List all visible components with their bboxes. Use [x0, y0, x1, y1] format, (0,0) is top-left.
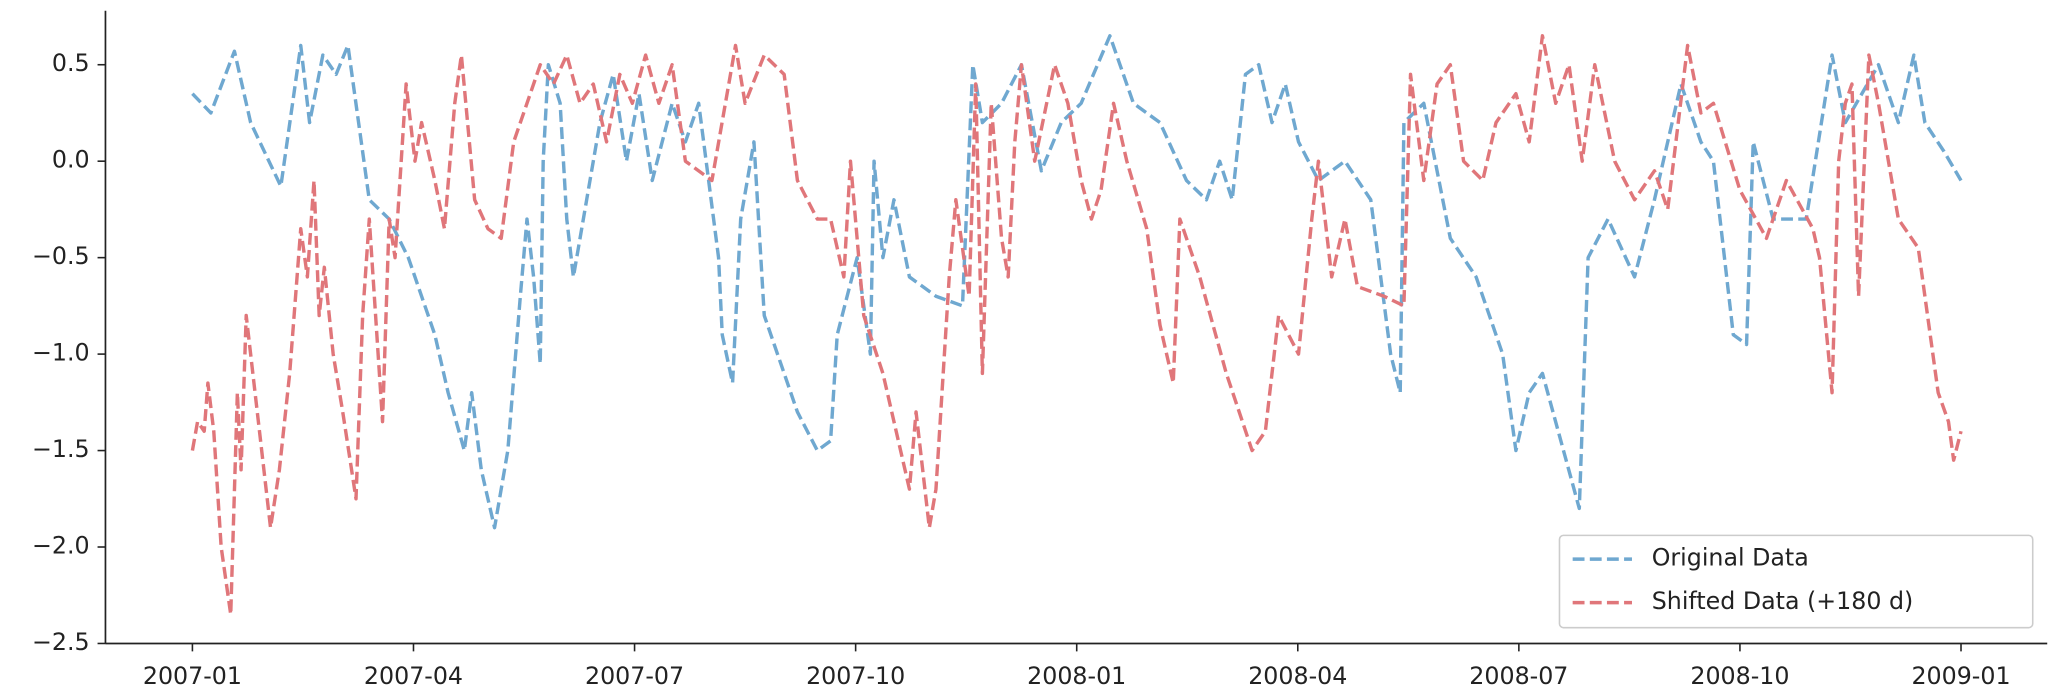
legend-label: Shifted Data (+180 d) — [1652, 587, 1914, 615]
x-tick-label: 2007-01 — [143, 662, 242, 690]
x-tick-label: 2007-04 — [364, 662, 463, 690]
x-tick-label: 2008-01 — [1027, 662, 1126, 690]
y-tick-label: 0.5 — [52, 49, 90, 77]
legend-box — [1558, 534, 2034, 629]
y-tick-label: −0.5 — [32, 242, 90, 270]
x-tick-label: 2008-10 — [1690, 662, 1789, 690]
y-tick-label: −1.5 — [32, 435, 90, 463]
y-tick-label: −2.5 — [32, 628, 90, 656]
legend-label: Original Data — [1652, 544, 1809, 572]
x-tick-label: 2008-04 — [1248, 662, 1347, 690]
y-tick-label: −1.0 — [32, 339, 90, 367]
y-tick-label: −2.0 — [32, 532, 90, 560]
x-tick-label: 2009-01 — [1911, 662, 2010, 690]
x-tick-label: 2007-07 — [585, 662, 684, 690]
x-tick-label: 2008-07 — [1469, 662, 1568, 690]
data-line — [191, 34, 1963, 530]
legend: Original Data Shifted Data (+180 d) — [1558, 534, 2034, 629]
data-line — [190, 34, 1963, 617]
y-tick-label: 0.0 — [52, 146, 90, 174]
x-tick-label: 2007-10 — [806, 662, 905, 690]
